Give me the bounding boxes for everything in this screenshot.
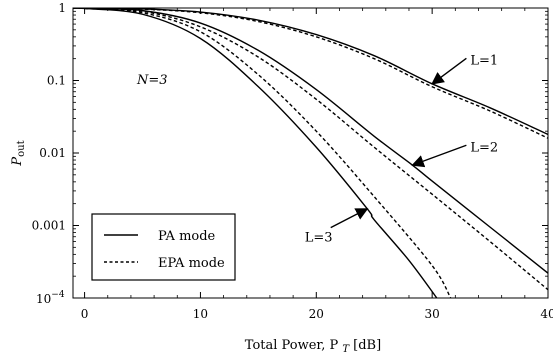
y-tick-label: 0.1 (47, 74, 66, 88)
y-axis-title: Pout (10, 140, 27, 166)
x-axis-title: Total Power, P T [dB] (245, 338, 381, 355)
legend: PA mode EPA mode (91, 213, 236, 281)
y-tick-label: 1 (58, 1, 66, 15)
legend-box (91, 213, 236, 281)
legend-label-epa: EPA mode (158, 256, 225, 271)
x-axis-ticks: 0 10 20 30 40 (81, 8, 553, 321)
series-l2-pa (73, 8, 548, 274)
x-tick-label: 40 (540, 307, 553, 321)
series-l3-epa (73, 8, 452, 298)
y-tick-label: 0.001 (32, 219, 66, 233)
y-axis-ticks: 1 0.1 0.01 0.001 (32, 1, 548, 277)
curve-annotations: L=1 L=2 L=3 (305, 53, 498, 245)
x-tick-label: 20 (309, 307, 324, 321)
y-tick-label-min: 10−4 (36, 290, 65, 306)
annotation-arrow (411, 144, 467, 168)
curves (73, 8, 548, 298)
series-l1-pa (73, 8, 548, 136)
annotation-label: L=2 (470, 140, 498, 155)
x-tick-label: 30 (425, 307, 440, 321)
annotation-label: L=3 (305, 231, 333, 246)
annotation-arrow (330, 208, 369, 229)
x-tick-label: 0 (81, 307, 89, 321)
y-tick-label: 0.01 (39, 146, 66, 160)
n-annotation: N=3 (136, 73, 168, 88)
annotation-arrow (431, 57, 467, 85)
annotation-label: L=1 (470, 53, 498, 68)
legend-label-pa: PA mode (158, 229, 216, 244)
series-l1-epa (73, 8, 548, 139)
series-l2-epa (73, 8, 548, 291)
x-tick-label: 10 (193, 307, 208, 321)
